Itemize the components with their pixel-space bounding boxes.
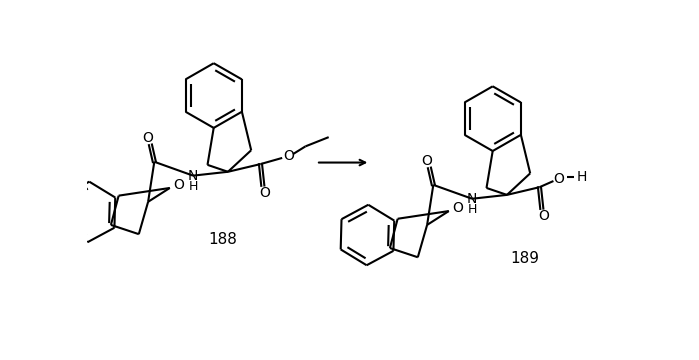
Text: N: N <box>467 192 477 206</box>
Text: O: O <box>453 201 463 215</box>
Text: O: O <box>554 172 564 186</box>
Text: O: O <box>143 131 154 145</box>
Text: O: O <box>421 154 433 168</box>
Text: O: O <box>173 178 185 192</box>
Text: 189: 189 <box>511 251 540 266</box>
Text: O: O <box>283 149 294 163</box>
Text: H: H <box>577 170 587 184</box>
Text: 188: 188 <box>208 232 238 247</box>
Text: O: O <box>538 210 549 224</box>
Text: H: H <box>468 203 477 216</box>
Text: N: N <box>188 168 199 183</box>
Text: O: O <box>259 186 270 201</box>
Text: H: H <box>188 180 198 193</box>
